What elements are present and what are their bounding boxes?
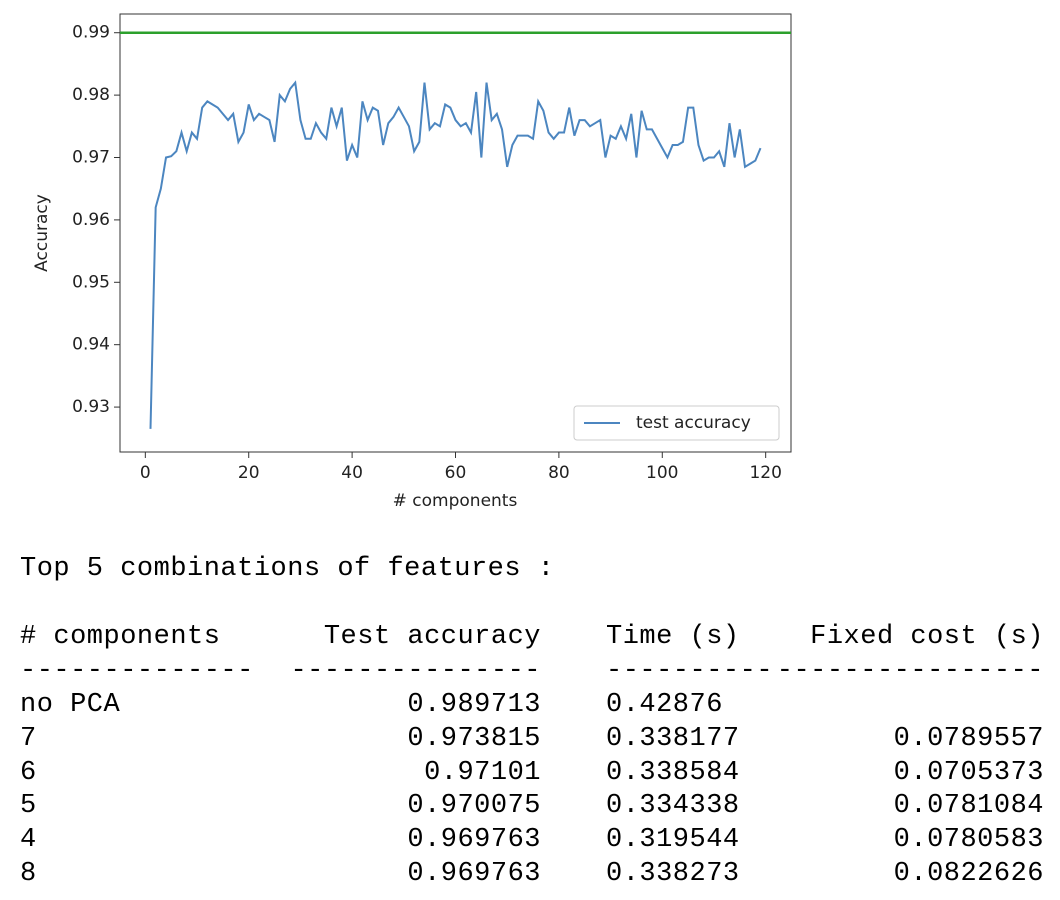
plot-frame xyxy=(119,13,792,453)
y-tick-label: 0.99 xyxy=(72,23,110,43)
table-cell: 0.0822626 xyxy=(893,859,1044,889)
table-header: Time (s) xyxy=(606,622,740,652)
y-tick-label: 0.96 xyxy=(72,210,110,230)
table-rule: ---------- xyxy=(606,656,774,686)
x-tick-label: 80 xyxy=(548,463,570,483)
y-axis-label: Accuracy xyxy=(32,194,52,272)
table-cell: 8 xyxy=(20,859,37,889)
table-cell: 0.973815 xyxy=(407,723,541,754)
y-tick-label: 0.94 xyxy=(72,335,110,355)
y-tick-label: 0.98 xyxy=(72,85,110,105)
table-cell: 0.0780583 xyxy=(893,825,1044,856)
y-tick-label: 0.95 xyxy=(72,272,110,292)
table-cell: 0.969763 xyxy=(407,859,541,889)
table-cell: 0.338273 xyxy=(606,859,740,889)
table-cell: 0.0781084 xyxy=(893,791,1044,822)
y-tick-label: 0.93 xyxy=(72,397,110,417)
table-cell: 0.0789557 xyxy=(893,723,1044,754)
table-title: Top 5 combinations of features : xyxy=(20,554,555,584)
legend-label: test accuracy xyxy=(636,413,751,433)
table-cell: 7 xyxy=(20,723,37,754)
table-cell: 0.989713 xyxy=(407,690,541,720)
chart: # components Accuracy 0.93 0.94 0.95 0.96 0.… xyxy=(32,13,792,511)
table-cell: 6 xyxy=(20,757,37,788)
x-tick-label: 20 xyxy=(238,463,260,483)
table-header: Fixed cost (s) xyxy=(810,622,1044,652)
y-tick-label: 0.97 xyxy=(72,148,110,168)
table-cell: 0.334338 xyxy=(606,791,740,822)
table-cell: 0.319544 xyxy=(606,825,740,856)
table-cell: 0.42876 xyxy=(606,690,723,720)
table-cell: 0.0705373 xyxy=(893,757,1044,788)
data-line xyxy=(149,80,762,429)
x-tick-label: 0 xyxy=(140,463,151,483)
table-cell: 0.970075 xyxy=(407,791,541,822)
table-rule: --------------- xyxy=(290,656,541,686)
table-cell: 0.338584 xyxy=(606,757,740,788)
x-tick-label: 40 xyxy=(341,463,363,483)
x-tick-label: 120 xyxy=(749,463,781,483)
table-cell: 0.97101 xyxy=(424,757,541,788)
table-rule: ---------------- xyxy=(776,656,1044,686)
table-cell: 5 xyxy=(20,791,37,822)
table-rule: -------------- xyxy=(20,656,254,686)
table-cell: 0.338177 xyxy=(606,723,740,754)
table-cell: 0.969763 xyxy=(407,825,541,856)
x-axis-label: # components xyxy=(393,491,518,511)
table-header: # components xyxy=(20,622,221,652)
x-tick-label: 60 xyxy=(445,463,467,483)
table-cell: 4 xyxy=(20,825,37,856)
table-cell: no PCA xyxy=(20,690,121,720)
table-header: Test accuracy xyxy=(323,622,541,652)
legend-box xyxy=(573,405,780,441)
x-tick-label: 100 xyxy=(646,463,678,483)
